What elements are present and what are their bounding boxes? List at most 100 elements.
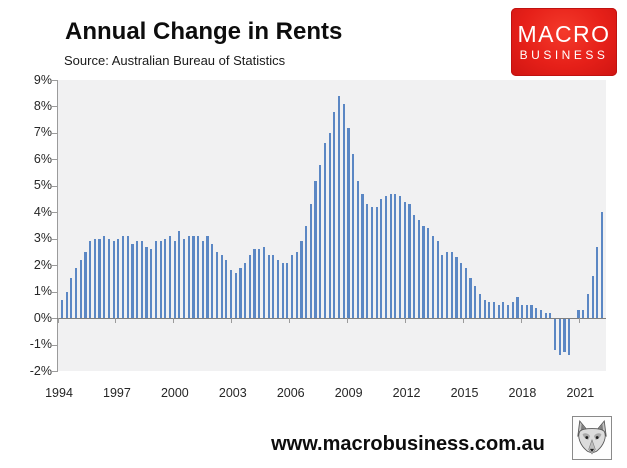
bar xyxy=(535,307,538,319)
bar xyxy=(352,154,355,319)
bar xyxy=(206,236,209,319)
y-tick-label: 9% xyxy=(33,72,52,87)
bar xyxy=(103,236,106,319)
macrobusiness-logo: MACRO BUSINESS xyxy=(511,8,617,76)
x-axis-tick xyxy=(520,318,522,324)
bar xyxy=(380,199,383,319)
y-tick-label: 0% xyxy=(33,310,52,325)
bar xyxy=(436,241,439,319)
x-tick-label: 2021 xyxy=(566,386,595,400)
bar xyxy=(422,225,425,319)
y-axis-tick xyxy=(52,318,57,320)
bar xyxy=(276,259,280,319)
bar xyxy=(464,267,467,319)
bar xyxy=(140,241,143,319)
bar xyxy=(309,204,312,319)
bar xyxy=(506,304,510,319)
bar xyxy=(117,238,120,319)
bar xyxy=(164,238,167,319)
bar xyxy=(314,180,317,319)
bar xyxy=(154,241,157,319)
bar xyxy=(539,310,543,319)
bar xyxy=(375,206,378,319)
wolf-head-icon xyxy=(577,419,607,455)
wolf-head-logo xyxy=(572,416,612,460)
bar xyxy=(356,180,359,319)
bar xyxy=(558,318,561,356)
bar xyxy=(460,262,463,319)
y-tick-label: 8% xyxy=(33,98,52,113)
bar xyxy=(591,275,594,319)
bar xyxy=(168,236,172,319)
bar xyxy=(568,318,571,356)
y-axis-tick xyxy=(52,344,57,346)
bar xyxy=(187,236,190,319)
bar xyxy=(323,143,327,319)
bar xyxy=(211,244,214,319)
bar xyxy=(474,286,477,319)
chart-title: Annual Change in Rents xyxy=(65,18,343,45)
x-axis-tick xyxy=(231,318,233,324)
bar xyxy=(441,254,444,319)
bar xyxy=(516,296,519,319)
footer-website-url: www.macrobusiness.com.au xyxy=(271,433,545,455)
bar xyxy=(408,204,411,319)
bar xyxy=(136,241,139,319)
bar xyxy=(70,278,73,319)
bar xyxy=(234,273,237,319)
bar xyxy=(290,254,294,319)
bar xyxy=(244,262,247,319)
bar xyxy=(131,244,134,319)
bar xyxy=(79,259,82,319)
bar xyxy=(370,206,373,319)
bar xyxy=(342,103,345,319)
bar xyxy=(502,302,505,319)
x-tick-label: 1997 xyxy=(103,386,131,400)
y-tick-label: 7% xyxy=(33,125,52,140)
y-tick-label: 4% xyxy=(33,204,52,219)
bar xyxy=(511,302,514,319)
y-axis-tick xyxy=(52,185,57,187)
x-axis-tick xyxy=(173,318,175,324)
x-axis-tick xyxy=(578,318,580,324)
bar xyxy=(98,238,101,319)
x-tick-label: 2015 xyxy=(450,386,479,400)
bar xyxy=(488,302,491,319)
bar xyxy=(173,241,176,319)
bar xyxy=(178,230,181,319)
bar xyxy=(455,257,458,319)
bar xyxy=(483,299,486,319)
y-axis-tick xyxy=(52,238,57,240)
bar xyxy=(281,262,284,319)
bar xyxy=(347,127,350,319)
bar xyxy=(586,294,589,319)
x-axis-tick xyxy=(463,318,464,324)
bar xyxy=(553,318,557,350)
bar xyxy=(295,251,298,319)
bar xyxy=(225,259,228,319)
bar xyxy=(366,204,369,319)
x-tick-label: 2012 xyxy=(392,386,421,400)
y-tick-label: 5% xyxy=(33,178,52,193)
bar xyxy=(229,270,233,319)
bar xyxy=(192,236,195,319)
x-axis-tick xyxy=(289,318,291,324)
bar xyxy=(600,212,604,319)
macrobusiness-logo-business-text: BUSINESS xyxy=(519,47,609,62)
bar xyxy=(530,304,533,319)
bar xyxy=(563,318,566,353)
bar xyxy=(478,294,481,319)
bar xyxy=(319,164,322,319)
y-axis-line xyxy=(57,80,58,372)
bar xyxy=(300,241,303,319)
x-axis-tick xyxy=(347,318,349,324)
y-axis-tick xyxy=(52,80,57,81)
bar xyxy=(469,278,472,319)
bar xyxy=(333,111,336,319)
x-tick-label: 2006 xyxy=(276,386,305,400)
y-tick-label: 2% xyxy=(33,257,52,272)
bar xyxy=(182,238,186,319)
bar xyxy=(248,254,251,319)
bar xyxy=(197,236,200,319)
bar xyxy=(582,310,585,319)
